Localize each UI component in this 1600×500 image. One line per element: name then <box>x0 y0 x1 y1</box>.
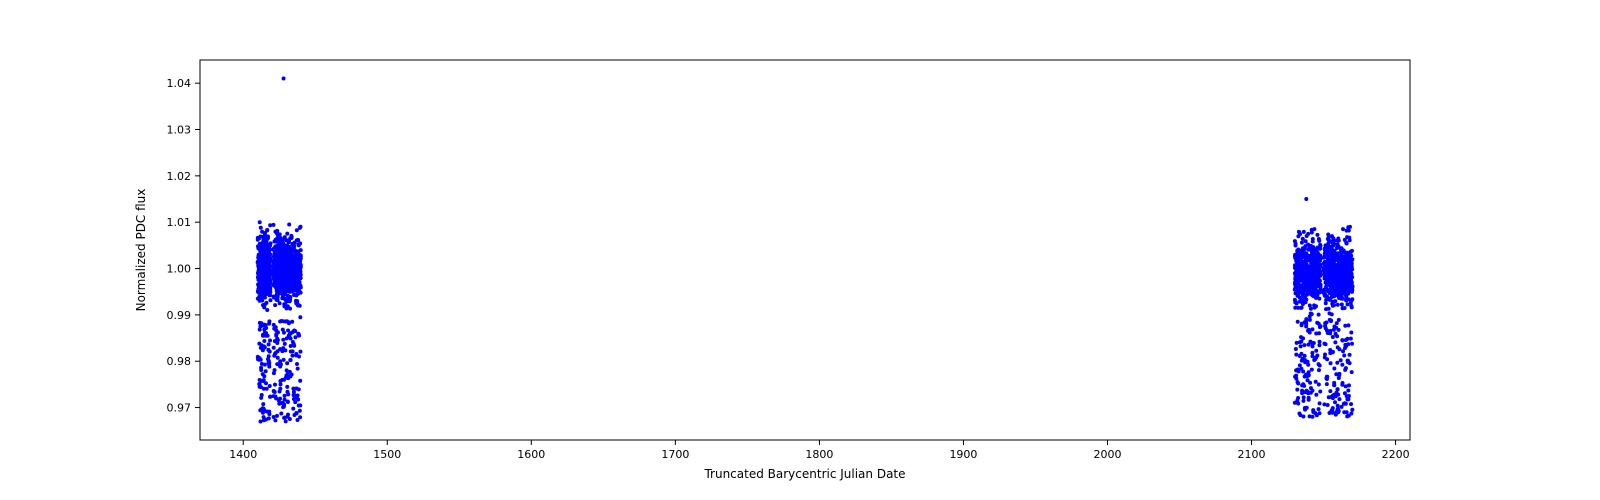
lightcurve-scatter-chart: 1400 1500 1600 1700 1800 1900 2000 2100 2200 0.97… <box>0 0 1600 500</box>
x-tick-label: 1900 <box>949 448 977 461</box>
y-tick-label: 0.97 <box>167 402 192 415</box>
x-tick-label: 2100 <box>1238 448 1266 461</box>
y-ticks: 0.97 0.98 0.99 1.00 1.01 1.02 1.03 1.04 <box>167 77 201 414</box>
x-tick-label: 2000 <box>1094 448 1122 461</box>
x-tick-label: 1600 <box>517 448 545 461</box>
x-tick-label: 2200 <box>1382 448 1410 461</box>
x-tick-label: 1800 <box>805 448 833 461</box>
y-tick-label: 1.03 <box>167 124 192 137</box>
y-tick-label: 1.01 <box>167 216 192 229</box>
x-ticks: 1400 1500 1600 1700 1800 1900 2000 2100 2200 <box>229 440 1409 461</box>
x-tick-label: 1700 <box>661 448 689 461</box>
y-tick-label: 0.99 <box>167 309 192 322</box>
scatter-points <box>256 77 1355 424</box>
x-axis-label: Truncated Barycentric Julian Date <box>703 467 905 481</box>
y-tick-label: 1.02 <box>167 170 192 183</box>
y-tick-label: 1.00 <box>167 263 192 276</box>
y-axis-label: Normalized PDC flux <box>134 189 148 312</box>
x-tick-label: 1500 <box>373 448 401 461</box>
plot-border <box>200 60 1410 440</box>
y-tick-label: 0.98 <box>167 355 192 368</box>
chart-svg: 1400 1500 1600 1700 1800 1900 2000 2100 2200 0.97… <box>0 0 1600 500</box>
x-tick-label: 1400 <box>229 448 257 461</box>
y-tick-label: 1.04 <box>167 77 192 90</box>
